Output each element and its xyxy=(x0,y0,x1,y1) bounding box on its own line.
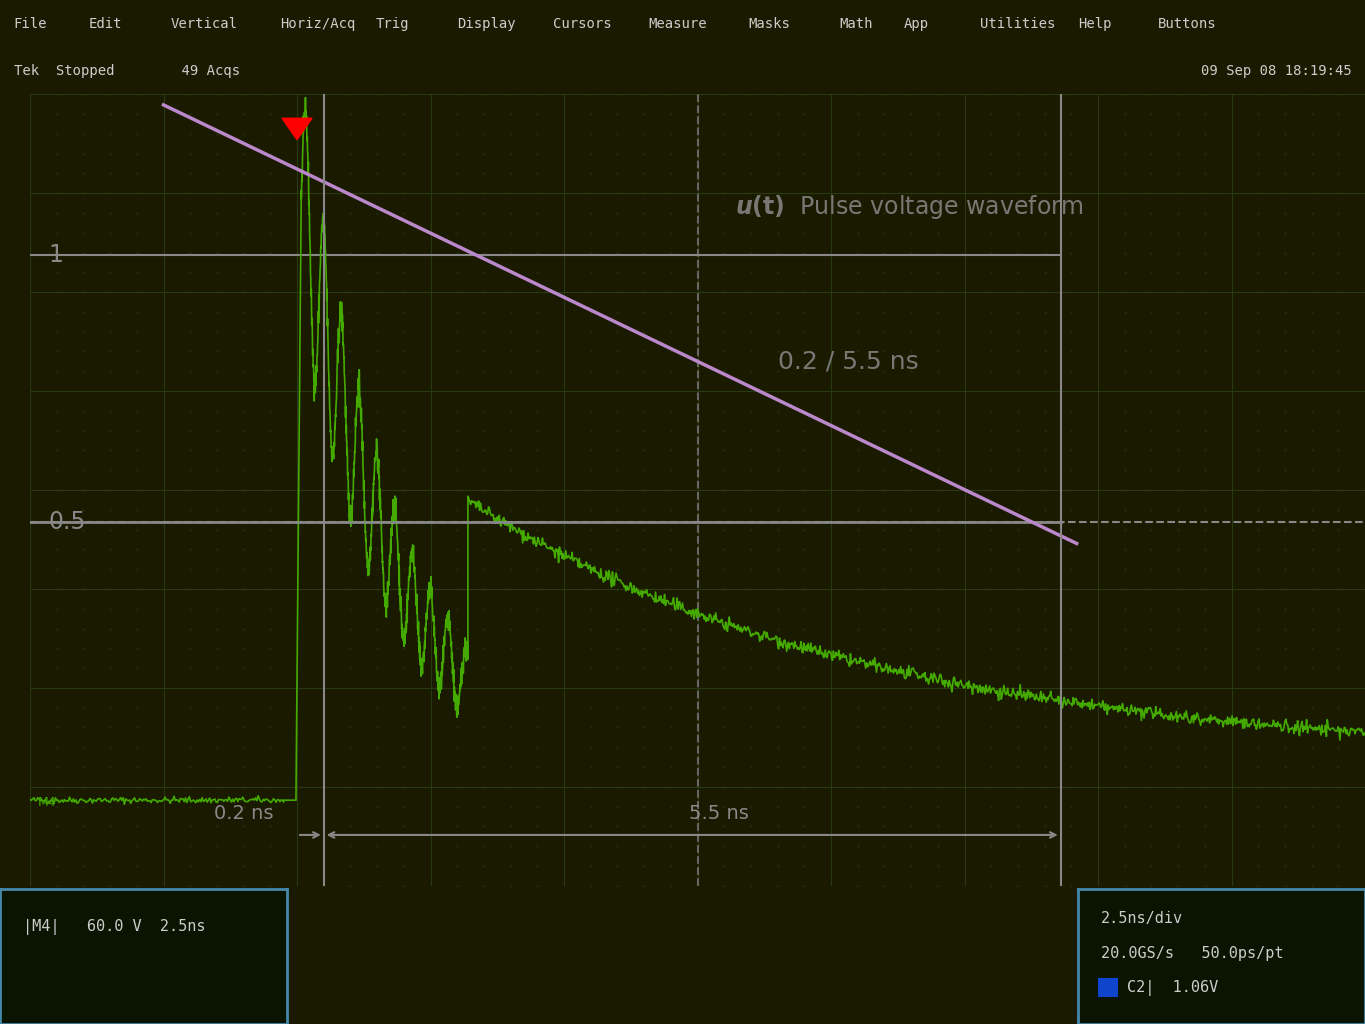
Bar xyxy=(1099,978,1118,997)
Text: Utilities: Utilities xyxy=(980,16,1055,31)
Text: 0.2 ns: 0.2 ns xyxy=(214,804,273,823)
Text: Measure: Measure xyxy=(648,16,707,31)
Text: Trig: Trig xyxy=(375,16,410,31)
Text: 1: 1 xyxy=(49,243,64,266)
Text: Cursors: Cursors xyxy=(553,16,612,31)
Text: M4: M4 xyxy=(38,797,57,809)
Text: Help: Help xyxy=(1078,16,1112,31)
Text: 0.2 / 5.5 ns: 0.2 / 5.5 ns xyxy=(778,349,919,374)
Text: 2.5ns/div: 2.5ns/div xyxy=(1102,911,1183,926)
Text: App: App xyxy=(904,16,928,31)
Text: File: File xyxy=(14,16,48,31)
Text: Edit: Edit xyxy=(89,16,123,31)
Text: Tek  Stopped        49 Acqs: Tek Stopped 49 Acqs xyxy=(14,63,240,78)
Text: C2|  1.06V: C2| 1.06V xyxy=(1127,980,1219,995)
Text: Horiz/Acq: Horiz/Acq xyxy=(280,16,355,31)
Text: 0.5: 0.5 xyxy=(49,510,86,535)
Text: Math: Math xyxy=(839,16,874,31)
Polygon shape xyxy=(283,119,313,139)
Text: Buttons: Buttons xyxy=(1158,16,1216,31)
Text: |M4|   60.0 V  2.5ns: |M4| 60.0 V 2.5ns xyxy=(23,919,205,935)
Text: 20.0GS/s   50.0ps/pt: 20.0GS/s 50.0ps/pt xyxy=(1102,946,1283,962)
Text: 5.5 ns: 5.5 ns xyxy=(689,804,749,823)
Text: $\bfit{u}$$\bf{(t)}$  Pulse voltage waveform: $\bfit{u}$$\bf{(t)}$ Pulse voltage wavef… xyxy=(734,193,1084,220)
Text: Vertical: Vertical xyxy=(171,16,238,31)
Text: 09 Sep 08 18:19:45: 09 Sep 08 18:19:45 xyxy=(1201,63,1351,78)
Text: Display: Display xyxy=(457,16,516,31)
Text: Masks: Masks xyxy=(748,16,790,31)
